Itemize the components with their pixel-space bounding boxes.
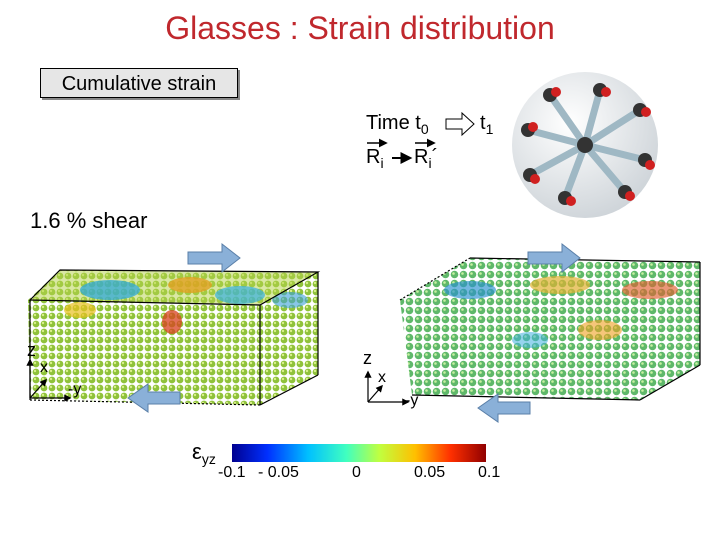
shear-arrow-top-left-icon — [187, 242, 241, 274]
right-sample-block — [399, 257, 701, 401]
epsilon-text: ε — [192, 439, 202, 464]
colorbar — [232, 444, 486, 462]
colorbar-tick: 0.1 — [478, 464, 501, 481]
left-axes-icon — [26, 358, 72, 402]
colorbar-tick: -0.1 — [218, 464, 246, 481]
time-sub1: 1 — [485, 121, 494, 137]
time-arrow-icon — [445, 111, 475, 137]
position-r-label: Ri — [366, 146, 384, 171]
colorbar-tick: 0 — [352, 464, 361, 481]
colorbar-symbol: εyz — [192, 439, 216, 467]
left-neg-y-label: -y — [68, 381, 82, 398]
right-axes-icon — [364, 370, 410, 406]
colorbar-tick: 0.05 — [414, 464, 446, 481]
prime-mark: ´ — [431, 146, 439, 168]
shear-arrow-top-right-icon — [527, 242, 581, 274]
time-sub0: 0 — [420, 121, 429, 137]
time-label: Time t0 — [366, 112, 429, 137]
right-x-label: x — [378, 369, 386, 386]
r-text: R — [366, 146, 381, 168]
cumulative-strain-label: Cumulative strain — [40, 68, 238, 98]
time-text: Time t — [366, 112, 421, 134]
left-z-label: z — [27, 340, 36, 360]
colorbar-tick: - 0.05 — [258, 464, 299, 481]
shear-arrow-bottom-right-icon — [477, 393, 531, 423]
epsilon-sub: yz — [201, 451, 216, 467]
shear-arrow-bottom-left-icon — [127, 383, 181, 413]
neighbor-sphere-icon — [512, 72, 658, 218]
right-z-label: z — [363, 348, 372, 368]
r-prime-text: R — [414, 146, 429, 168]
r-sub: i — [380, 155, 384, 171]
page-title: Glasses : Strain distribution — [165, 10, 555, 46]
r-prime-sub: i — [428, 155, 432, 171]
position-r-prime-label: Ri´ — [414, 146, 438, 171]
shear-label: 1.6 % shear — [30, 208, 148, 233]
time-end-label: t1 — [480, 112, 493, 137]
time-end-text: t — [480, 112, 486, 134]
right-neg-y-label: -y — [405, 392, 419, 409]
left-x-label: x — [40, 359, 48, 376]
left-sample-block — [28, 269, 321, 406]
